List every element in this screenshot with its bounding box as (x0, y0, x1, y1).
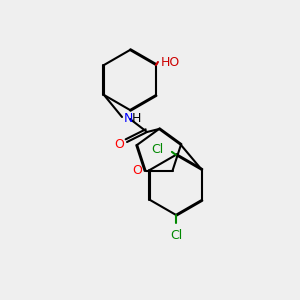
Text: N: N (124, 112, 134, 124)
Text: O: O (133, 164, 142, 177)
Text: Cl: Cl (152, 143, 164, 156)
Text: Cl: Cl (170, 229, 182, 242)
Text: H: H (132, 112, 141, 124)
Text: HO: HO (161, 56, 180, 68)
Text: O: O (114, 137, 124, 151)
